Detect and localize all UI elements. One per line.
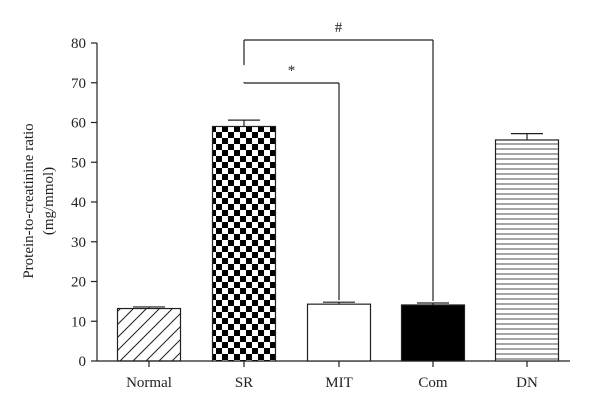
sig-label-mit: * <box>288 63 296 79</box>
chart-marks: 0 10 20 30 40 50 60 70 80 Normal SR MIT Com DN * # <box>71 20 570 391</box>
bar-normal <box>116 307 182 362</box>
y-tick-label: 20 <box>71 275 86 291</box>
y-tick-label: 10 <box>71 314 86 330</box>
y-tick-label: 70 <box>71 76 86 92</box>
bar-com <box>400 304 466 362</box>
x-tick-label-dn: DN <box>516 375 538 391</box>
y-axis-label-line2: (mg/mmol) <box>41 167 57 235</box>
y-tick-label: 40 <box>71 195 86 211</box>
x-tick-label-mit: MIT <box>325 375 353 391</box>
bar-mit <box>306 303 372 362</box>
y-tick-label: 30 <box>71 235 86 251</box>
y-axis-label-line1: Protein-to-creatinine ratio <box>21 123 37 278</box>
y-tick-label: 0 <box>79 354 87 370</box>
x-tick-label-com: Com <box>418 375 448 391</box>
bar-dn <box>494 139 560 362</box>
y-tick-label: 50 <box>71 155 86 171</box>
x-tick-label-normal: Normal <box>126 375 172 391</box>
bar-sr <box>211 125 277 362</box>
sig-label-com: # <box>335 20 343 36</box>
y-tick-label: 60 <box>71 116 86 132</box>
x-tick-label-sr: SR <box>235 375 253 391</box>
y-tick-label: 80 <box>71 36 86 52</box>
